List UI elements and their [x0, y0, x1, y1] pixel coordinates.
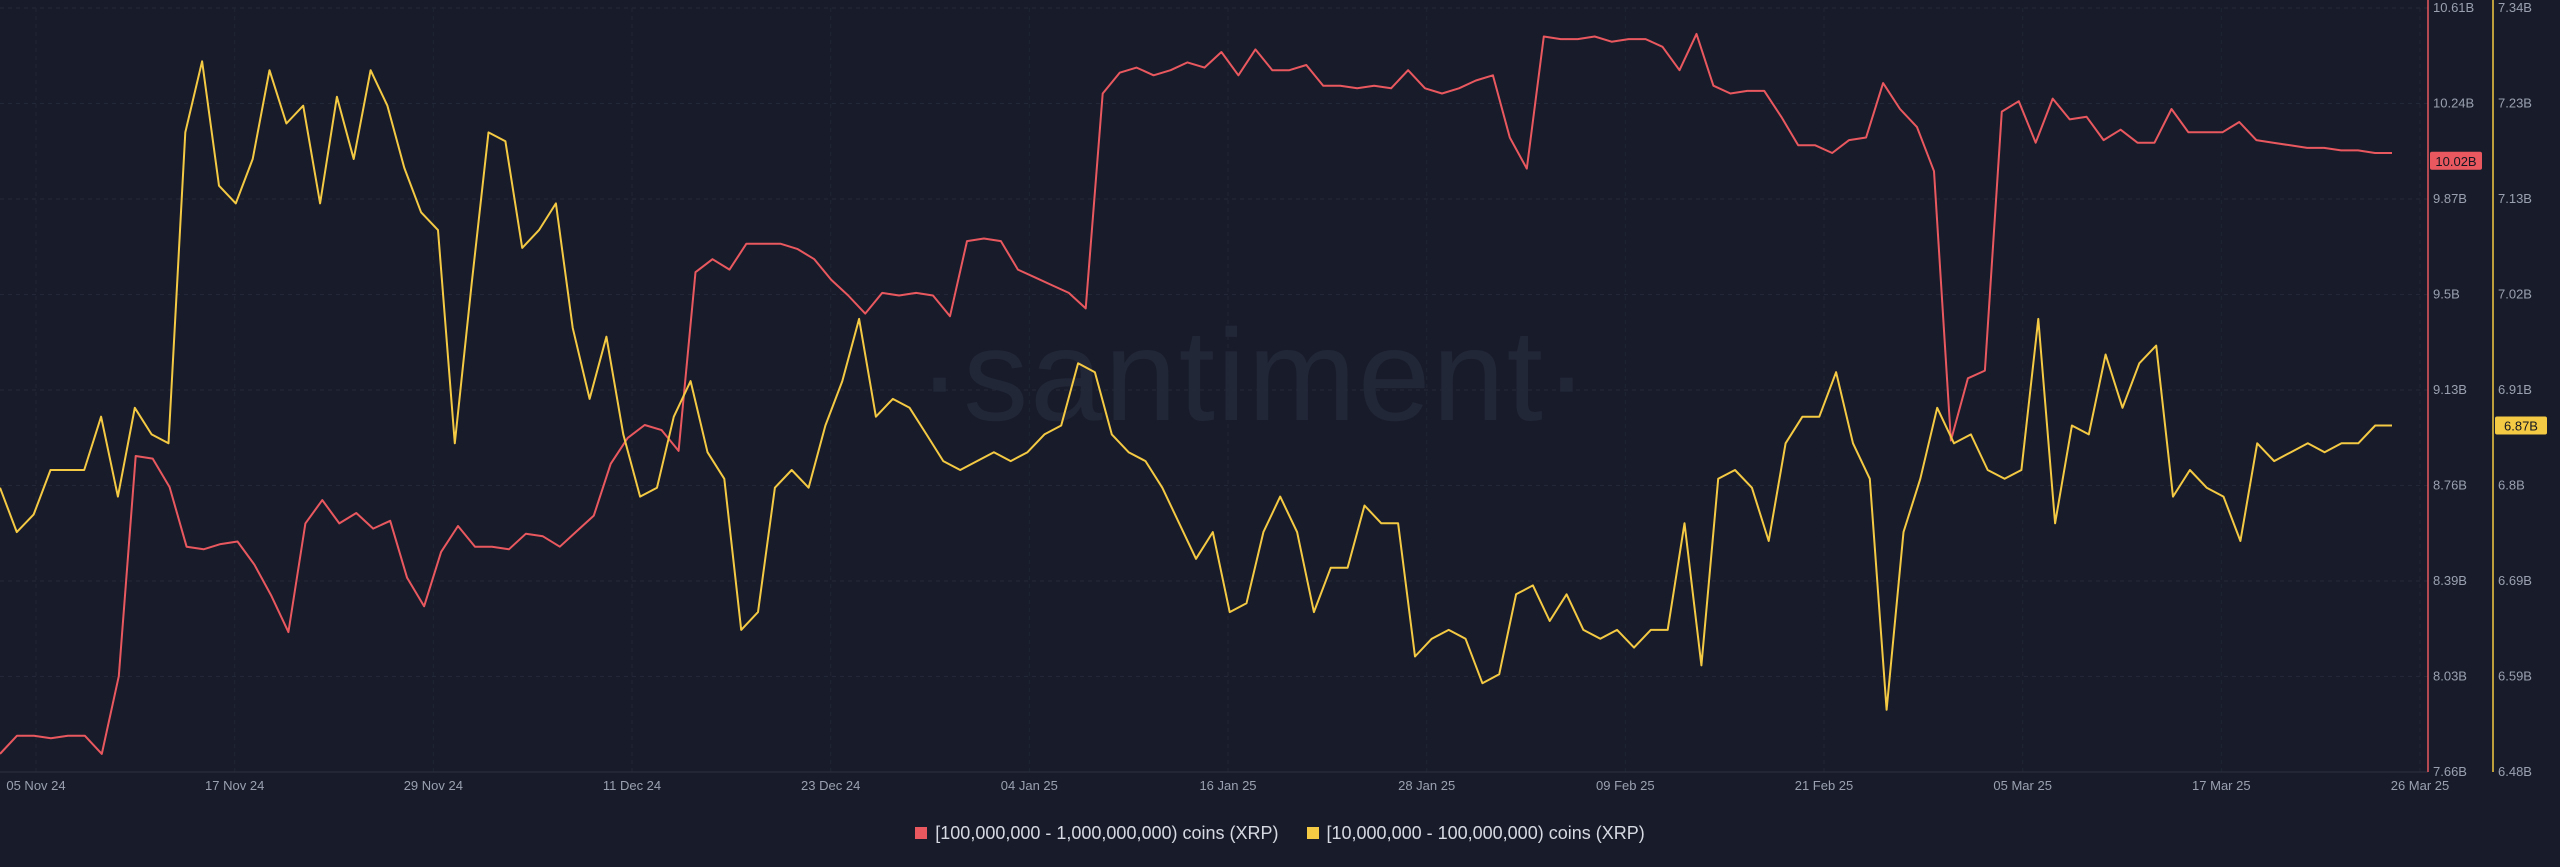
santiment-watermark: ·santiment· [918, 302, 1590, 448]
x-tick-label: 09 Feb 25 [1596, 778, 1655, 793]
y-right-tick-label: 7.13B [2498, 191, 2532, 206]
x-tick-label: 04 Jan 25 [1001, 778, 1058, 793]
y-right-tick-label: 6.48B [2498, 764, 2532, 779]
legend-item-series-1[interactable]: [100,000,000 - 1,000,000,000) coins (XRP… [915, 822, 1279, 844]
y-right-tick-label: 7.23B [2498, 96, 2532, 111]
y-left-tick-label: 8.76B [2433, 478, 2467, 493]
x-tick-label: 16 Jan 25 [1199, 778, 1256, 793]
current-value-right-badge-bg [2495, 416, 2547, 435]
y-right-tick-label: 6.59B [2498, 669, 2532, 684]
x-tick-label: 26 Mar 25 [2391, 778, 2450, 793]
y-left-tick-label: 9.5B [2433, 287, 2460, 302]
y-right-tick-label: 6.69B [2498, 573, 2532, 588]
y-left-tick-label: 10.61B [2433, 0, 2474, 15]
legend-swatch-series-1 [915, 827, 928, 839]
x-tick-label: 11 Dec 24 [603, 778, 661, 793]
current-value-left-badge-bg [2430, 151, 2482, 170]
y-right-tick-label: 6.91B [2498, 382, 2532, 397]
y-left-tick-label: 9.87B [2433, 191, 2467, 206]
legend-label-series-1: [100,000,000 - 1,000,000,000) coins (XRP… [935, 822, 1279, 843]
x-tick-label: 05 Mar 25 [1993, 778, 2052, 793]
x-tick-label: 17 Mar 25 [2192, 778, 2251, 793]
legend-swatch-series-2 [1306, 827, 1319, 839]
legend-label-series-2: [10,000,000 - 100,000,000) coins (XRP) [1326, 822, 1645, 843]
y-right-tick-label: 7.02B [2498, 287, 2532, 302]
current-value-left-badge: 10.02B [2435, 154, 2476, 169]
x-tick-label: 21 Feb 25 [1795, 778, 1854, 793]
legend-item-series-2[interactable]: [10,000,000 - 100,000,000) coins (XRP) [1306, 822, 1645, 844]
y-right-tick-label: 7.34B [2498, 0, 2532, 15]
y-left-tick-label: 10.24B [2433, 96, 2474, 111]
x-tick-label: 05 Nov 24 [6, 778, 65, 793]
series-line-1 [0, 32, 2392, 755]
x-tick-label: 29 Nov 24 [404, 778, 463, 793]
series-line-2 [0, 60, 2392, 711]
x-tick-label: 17 Nov 24 [205, 778, 264, 793]
x-tick-label: 23 Dec 24 [801, 778, 860, 793]
y-right-tick-label: 6.8B [2498, 478, 2525, 493]
y-left-tick-label: 9.13B [2433, 382, 2467, 397]
chart-legend: [100,000,000 - 1,000,000,000) coins (XRP… [0, 820, 2560, 846]
y-left-tick-label: 8.03B [2433, 669, 2467, 684]
y-left-tick-label: 7.66B [2433, 764, 2467, 779]
current-value-right-badge: 6.87B [2504, 419, 2538, 434]
y-left-tick-label: 8.39B [2433, 573, 2467, 588]
x-tick-label: 28 Jan 25 [1398, 778, 1455, 793]
